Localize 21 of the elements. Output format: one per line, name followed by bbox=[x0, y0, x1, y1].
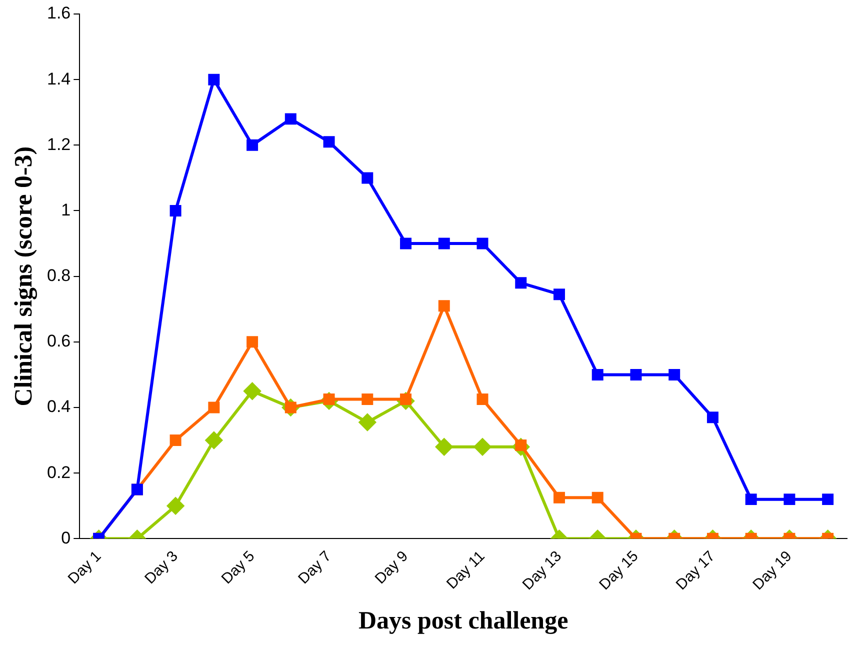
x-tick-label: Day 15 bbox=[596, 548, 642, 594]
y-tick-label: 1.4 bbox=[46, 69, 71, 88]
y-tick-label: 1.6 bbox=[46, 4, 71, 23]
y-tick-label: 0.4 bbox=[46, 397, 71, 416]
x-axis-title: Days post challenge bbox=[358, 607, 568, 634]
x-tick-label: Day 1 bbox=[64, 548, 105, 588]
y-tick-label: 0.6 bbox=[46, 332, 71, 351]
y-tick-label: 0 bbox=[61, 528, 71, 548]
y-axis-title: Clinical signs (score 0-3) bbox=[10, 146, 38, 406]
y-tick-label: 1 bbox=[61, 200, 71, 220]
y-tick-label: 1.2 bbox=[46, 134, 71, 154]
x-tick-label: Day 9 bbox=[372, 548, 412, 588]
x-tick-label: Day 3 bbox=[142, 548, 182, 588]
x-tick-label: Day 11 bbox=[443, 548, 488, 593]
y-tick-label: 0.8 bbox=[46, 266, 71, 286]
x-tick-label: Day 19 bbox=[750, 548, 796, 594]
x-tick-label: Day 7 bbox=[295, 548, 335, 588]
x-tick-label: Day 17 bbox=[672, 548, 718, 594]
x-tick-label: Day 13 bbox=[519, 548, 565, 594]
x-tick-label: Day 5 bbox=[218, 548, 258, 588]
y-tick-label: 0.2 bbox=[46, 462, 71, 482]
